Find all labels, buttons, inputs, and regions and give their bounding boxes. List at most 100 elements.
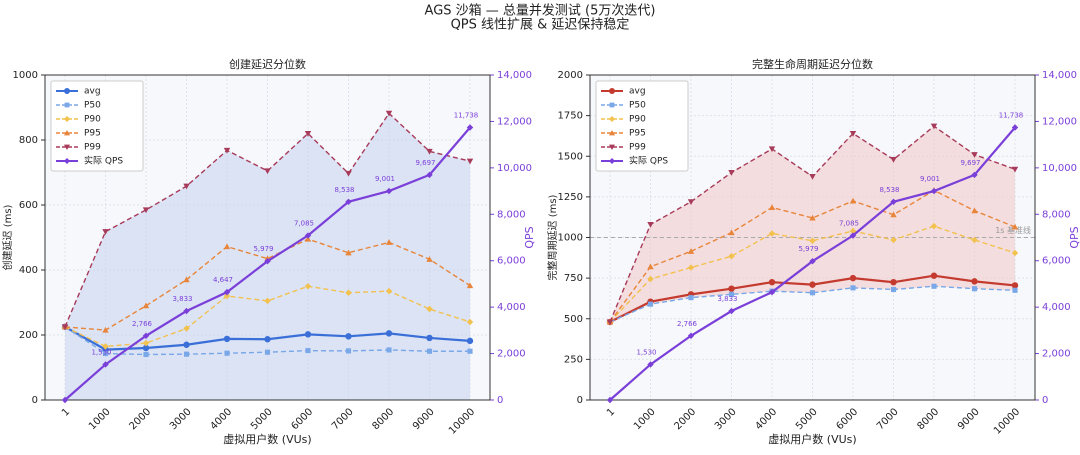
marker	[61, 324, 69, 331]
marker	[931, 283, 937, 289]
x-tick-label: 10000	[992, 406, 1022, 436]
marker	[102, 350, 109, 357]
y-tick-label: 200	[19, 330, 38, 341]
legend-marker	[64, 102, 70, 108]
y-tick-label: 600	[19, 200, 38, 211]
y2-tick-label: 2,000	[1042, 349, 1071, 360]
data-label: 8,538	[334, 186, 354, 194]
y-tick-label: 1250	[558, 192, 583, 203]
marker	[264, 297, 271, 305]
y-tick-label: 1500	[558, 151, 583, 162]
marker	[890, 286, 897, 293]
marker	[971, 152, 978, 158]
marker	[466, 158, 474, 165]
marker	[971, 278, 978, 285]
marker	[345, 333, 352, 340]
y2-axis-label: QPS	[1068, 226, 1080, 248]
marker	[385, 330, 393, 337]
marker	[930, 222, 938, 230]
legend-label: avg	[84, 87, 101, 97]
y-tick-label: 0	[32, 395, 38, 406]
marker	[183, 341, 190, 348]
x-tick-label: 7000	[875, 406, 901, 432]
marker	[768, 230, 776, 237]
x-tick-label: 6000	[289, 406, 315, 432]
data-label: 3,833	[172, 295, 192, 303]
marker	[930, 123, 938, 130]
legend-box	[50, 80, 144, 172]
y-axis-label: 完整周期延迟 (ms)	[546, 194, 559, 280]
marker	[143, 351, 149, 358]
marker	[1011, 249, 1019, 257]
marker	[971, 286, 978, 292]
marker	[223, 147, 231, 154]
y2-tick-label: 4,000	[1042, 302, 1071, 313]
marker	[809, 290, 816, 296]
marker	[849, 197, 857, 204]
plot-frame	[589, 74, 1036, 401]
x-tick-label: 3000	[713, 406, 739, 432]
data-label: 8,538	[879, 186, 899, 194]
marker	[426, 305, 433, 313]
marker	[345, 348, 352, 354]
marker	[849, 130, 857, 137]
marker	[385, 239, 393, 245]
legend-marker	[64, 144, 70, 150]
data-label: 9,697	[415, 159, 435, 167]
legend-marker	[609, 88, 615, 94]
marker	[385, 287, 393, 295]
fill-area	[610, 126, 1015, 322]
y-tick-label: 400	[19, 265, 38, 276]
marker	[1011, 166, 1019, 173]
marker	[304, 130, 312, 137]
data-label: 9,001	[920, 175, 940, 183]
y-tick-label: 750	[564, 273, 583, 284]
marker	[386, 347, 392, 353]
legend-marker	[609, 158, 615, 164]
marker	[971, 171, 978, 179]
line	[609, 189, 1016, 323]
data-label: 1,530	[636, 348, 656, 356]
marker	[142, 302, 150, 309]
marker	[304, 232, 312, 239]
legend-label: 实际 QPS	[84, 155, 123, 167]
marker	[849, 227, 857, 235]
marker	[264, 258, 271, 265]
marker	[1012, 287, 1018, 293]
x-tick-label: 6000	[834, 406, 860, 432]
x-axis-label: 虚拟用户数 (VUs)	[768, 432, 856, 446]
marker	[142, 344, 150, 352]
legend-label: P50	[629, 101, 646, 111]
marker	[809, 174, 816, 180]
y-axis-label: 创建延迟 (ms)	[1, 204, 14, 270]
y-tick-label: 500	[564, 314, 583, 325]
marker	[688, 295, 694, 301]
marker	[809, 258, 816, 265]
y2-tick-label: 14,000	[497, 70, 532, 81]
line	[64, 112, 471, 328]
marker	[971, 207, 978, 214]
x-tick-label: 8000	[915, 406, 941, 432]
marker	[183, 351, 190, 357]
marker	[426, 148, 433, 155]
data-label: 2,766	[132, 320, 153, 328]
y2-tick-label: 4,000	[497, 302, 526, 313]
y-tick-label: 0	[577, 395, 583, 406]
data-label: 1,530	[91, 348, 111, 356]
y-tick-label: 1000	[13, 70, 38, 81]
marker	[426, 256, 433, 262]
marker	[849, 274, 857, 282]
legend-label: P95	[84, 129, 101, 139]
line	[609, 225, 1016, 323]
y2-tick-label: 10,000	[1042, 163, 1077, 174]
marker	[183, 183, 190, 190]
data-label: 9,001	[375, 175, 395, 183]
marker	[466, 337, 474, 345]
marker	[264, 168, 271, 175]
marker	[728, 285, 735, 292]
y-tick-label: 1750	[558, 111, 583, 122]
legend-label: P90	[629, 115, 646, 125]
marker	[647, 361, 654, 368]
data-label: 4,647	[213, 276, 233, 284]
